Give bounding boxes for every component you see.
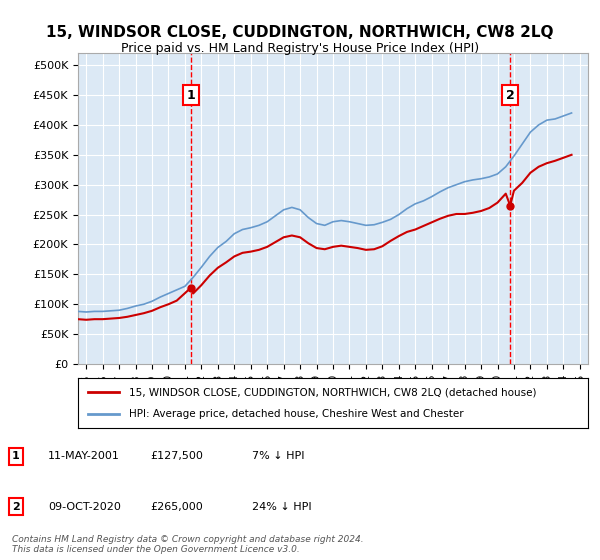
Text: HPI: Average price, detached house, Cheshire West and Chester: HPI: Average price, detached house, Ches… — [129, 409, 464, 419]
Text: Contains HM Land Registry data © Crown copyright and database right 2024.
This d: Contains HM Land Registry data © Crown c… — [12, 535, 364, 554]
Text: £265,000: £265,000 — [150, 502, 203, 512]
Text: 2: 2 — [506, 88, 515, 101]
Text: 11-MAY-2001: 11-MAY-2001 — [48, 451, 120, 461]
Text: 09-OCT-2020: 09-OCT-2020 — [48, 502, 121, 512]
Text: 7% ↓ HPI: 7% ↓ HPI — [252, 451, 305, 461]
Text: 2: 2 — [12, 502, 20, 512]
Text: Price paid vs. HM Land Registry's House Price Index (HPI): Price paid vs. HM Land Registry's House … — [121, 42, 479, 55]
Text: 15, WINDSOR CLOSE, CUDDINGTON, NORTHWICH, CW8 2LQ (detached house): 15, WINDSOR CLOSE, CUDDINGTON, NORTHWICH… — [129, 387, 536, 397]
Text: 24% ↓ HPI: 24% ↓ HPI — [252, 502, 311, 512]
Text: 15, WINDSOR CLOSE, CUDDINGTON, NORTHWICH, CW8 2LQ: 15, WINDSOR CLOSE, CUDDINGTON, NORTHWICH… — [46, 25, 554, 40]
Text: £127,500: £127,500 — [150, 451, 203, 461]
Text: 1: 1 — [12, 451, 20, 461]
Text: 1: 1 — [187, 88, 195, 101]
